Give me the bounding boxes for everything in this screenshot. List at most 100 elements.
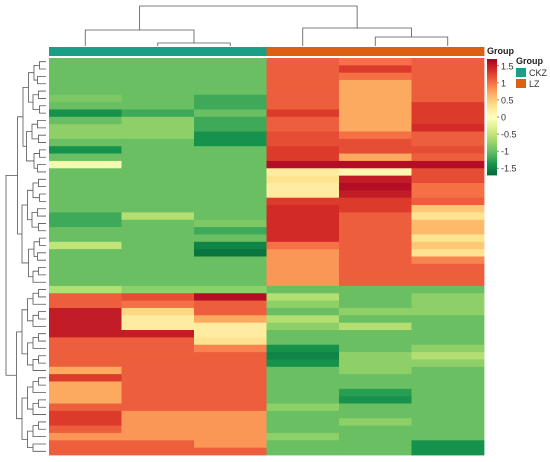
heatmap-cell	[411, 72, 485, 81]
column-dendrogram-link	[84, 29, 195, 46]
heatmap-cell	[49, 102, 122, 110]
heatmap-cell	[266, 65, 340, 74]
heatmap-cell	[49, 249, 122, 257]
row-dendrogram-link	[33, 241, 40, 257]
heatmap-cell	[266, 388, 340, 397]
heatmap-cell	[411, 65, 485, 74]
colorbar-segment	[487, 86, 497, 89]
row-dendrogram-link	[32, 443, 46, 452]
heatmap-cell	[194, 263, 267, 272]
colorbar-segment	[487, 140, 497, 143]
heatmap-cell	[49, 131, 122, 140]
heatmap-cell	[339, 80, 412, 88]
heatmap-cell	[266, 263, 340, 272]
heatmap-cell	[49, 182, 122, 191]
heatmap-cell	[266, 153, 340, 162]
heatmap-cell	[339, 212, 412, 221]
heatmap-cell	[49, 293, 122, 302]
heatmap-cell	[266, 175, 340, 184]
heatmap-cell	[194, 381, 267, 390]
heatmap-cell	[194, 212, 267, 221]
colorbar-segment	[487, 93, 497, 96]
heatmap-cell	[194, 102, 267, 110]
heatmap-cell	[121, 322, 195, 331]
heatmap-cell	[266, 197, 340, 206]
heatmap-cell	[339, 396, 412, 404]
heatmap-cell	[411, 116, 485, 125]
heatmap-cell	[194, 256, 267, 265]
heatmap-cell	[266, 190, 340, 199]
row-dendrogram-link	[38, 134, 46, 143]
colorbar-segment	[487, 69, 497, 71]
group-annotation-bar	[49, 47, 485, 56]
heatmap-cell	[121, 58, 195, 66]
heatmap-cell	[121, 241, 195, 250]
heatmap-cell	[121, 72, 195, 81]
colorbar-segment	[487, 134, 497, 137]
group-legend-swatch	[516, 79, 526, 88]
group-annotation-cell	[194, 47, 267, 56]
heatmap-cell	[339, 227, 412, 235]
heatmap-cell	[49, 256, 122, 265]
heatmap-cell	[411, 160, 485, 169]
group-legend-label: CKZ	[529, 68, 548, 78]
row-dendrogram-link	[38, 421, 46, 430]
heatmap-cell	[194, 58, 267, 66]
row-dendrogram-link	[27, 342, 33, 366]
column-dendrogram-link	[139, 5, 358, 30]
heatmap-cell	[49, 65, 122, 74]
colorbar-segment	[487, 72, 497, 74]
column-dendrogram-link	[374, 36, 449, 46]
heatmap-cell	[121, 432, 195, 441]
heatmap-cell	[411, 241, 485, 250]
heatmap-cell	[194, 146, 267, 154]
colorbar-segment	[487, 131, 497, 134]
colorbar-segment	[487, 92, 497, 95]
heatmap-cell	[339, 418, 412, 426]
heatmap-cell	[121, 87, 195, 96]
heatmap-cell	[339, 344, 412, 353]
heatmap-cell	[339, 374, 412, 382]
heatmap-cell	[49, 168, 122, 177]
heatmap-cell	[266, 256, 340, 265]
heatmap-cell	[194, 344, 267, 353]
heatmap-cell	[339, 403, 412, 412]
heatmap-cell	[266, 425, 340, 434]
heatmap-cell	[49, 109, 122, 118]
heatmap-cell	[49, 234, 122, 243]
colorbar-segment	[487, 117, 497, 119]
heatmap-cell	[121, 153, 195, 162]
heatmap-cell	[266, 109, 340, 118]
heatmap-cells	[49, 58, 485, 456]
heatmap-cell	[339, 94, 412, 103]
heatmap-cell	[411, 138, 485, 147]
heatmap-cell	[121, 337, 195, 346]
heatmap-cell	[411, 337, 485, 346]
heatmap-cell	[121, 315, 195, 324]
heatmap-cell	[411, 109, 485, 118]
heatmap-cell	[121, 109, 195, 118]
colorbar-segment	[487, 127, 497, 129]
heatmap-cell	[411, 87, 485, 96]
heatmap-cell	[339, 138, 412, 147]
heatmap-cell	[49, 124, 122, 132]
heatmap-cell	[266, 234, 340, 243]
heatmap-cell	[266, 359, 340, 368]
colorbar-segment	[487, 79, 497, 82]
heatmap-cell	[266, 116, 340, 125]
heatmap-cell	[121, 352, 195, 360]
colorbar-segment	[487, 96, 497, 99]
heatmap-cell	[339, 410, 412, 419]
heatmap-cell	[266, 205, 340, 213]
heatmap-cell	[266, 307, 340, 316]
colorbar-segment	[487, 83, 497, 86]
heatmap-cell	[411, 131, 485, 140]
heatmap-cell	[194, 410, 267, 419]
row-dendrogram-link	[16, 331, 22, 420]
heatmap-cell	[121, 293, 195, 302]
heatmap-cell	[49, 388, 122, 397]
heatmap-cell	[121, 197, 195, 206]
heatmap-cell	[266, 352, 340, 360]
row-dendrogram-link	[5, 175, 18, 376]
heatmap-cell	[194, 307, 267, 316]
